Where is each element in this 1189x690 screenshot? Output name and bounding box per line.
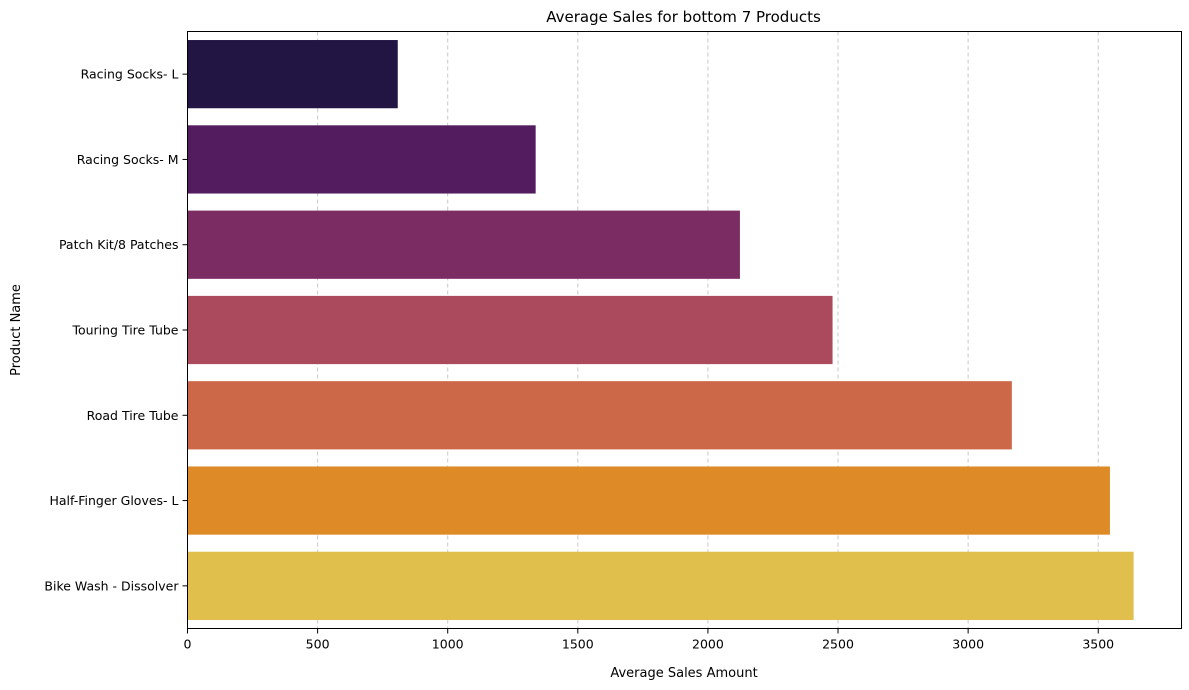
x-tick-label: 500 — [306, 637, 330, 652]
x-tick-label: 3000 — [952, 637, 984, 652]
y-tick-label: Half-Finger Gloves- L — [49, 493, 178, 508]
chart-title: Average Sales for bottom 7 Products — [546, 8, 821, 26]
y-axis-label: Product Name — [9, 284, 24, 376]
y-axis-ticks: Racing Socks- L Racing Socks- M Patch Kit/… — [44, 67, 188, 593]
x-tick-label: 2000 — [692, 637, 724, 652]
x-tick-label: 1000 — [432, 637, 464, 652]
x-tick-label: 2500 — [822, 637, 854, 652]
bar — [187, 295, 833, 365]
y-tick-label: Racing Socks- L — [81, 67, 179, 82]
bar — [187, 210, 740, 279]
bar — [187, 381, 1012, 450]
bars — [187, 40, 1134, 620]
bar — [187, 551, 1134, 620]
y-tick-label: Bike Wash - Dissolver — [44, 578, 179, 593]
y-tick-label: Touring Tire Tube — [71, 323, 178, 338]
x-tick-label: 1500 — [562, 637, 594, 652]
bar — [187, 466, 1110, 535]
bar — [187, 125, 536, 194]
y-tick-label: Road Tire Tube — [87, 408, 179, 423]
y-tick-label: Patch Kit/8 Patches — [59, 237, 179, 252]
x-axis-ticks: 0 500 1000 1500 2000 2500 3000 3500 — [184, 628, 1114, 652]
x-tick-label: 0 — [184, 637, 192, 652]
x-tick-label: 3500 — [1082, 637, 1114, 652]
bar — [187, 40, 398, 109]
y-tick-label: Racing Socks- M — [77, 152, 179, 167]
x-axis-label: Average Sales Amount — [610, 666, 757, 681]
